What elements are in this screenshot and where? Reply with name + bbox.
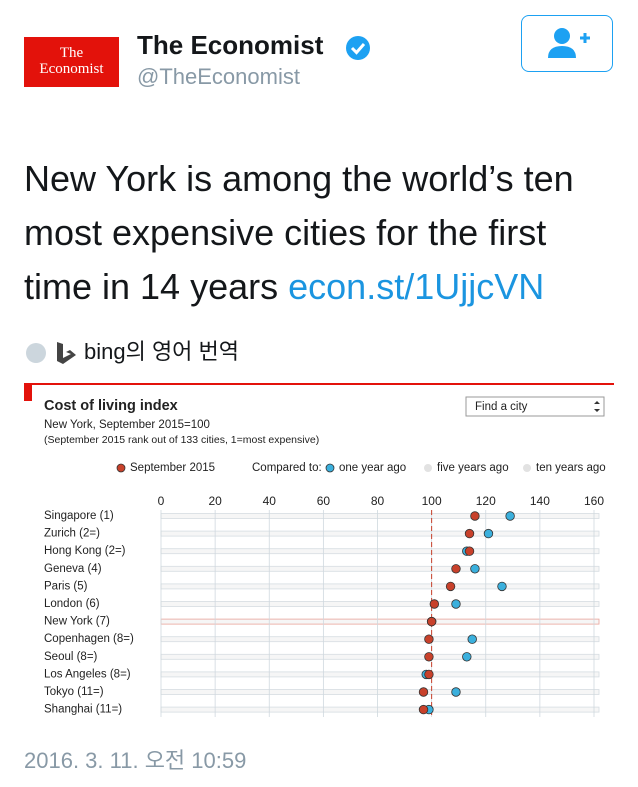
x-tick-label: 120 [476, 494, 496, 508]
dot [451, 564, 461, 574]
legend-label: one year ago [339, 462, 406, 474]
translation-text: bing의 영어 번역 [84, 339, 240, 364]
dot [451, 687, 461, 697]
chart: Cost of living index New York, September… [24, 383, 614, 717]
row-band [160, 636, 600, 643]
row-band [160, 653, 600, 660]
red-tab [24, 383, 32, 401]
dot [418, 687, 429, 697]
dot [451, 599, 461, 609]
x-tick-label: 140 [530, 494, 550, 508]
dot [467, 634, 477, 644]
legend-label: five years ago [437, 462, 509, 474]
dot [429, 599, 440, 609]
follow-button[interactable] [521, 15, 613, 72]
user-handle[interactable]: @TheEconomist [137, 64, 300, 89]
dot [445, 581, 456, 592]
y-tick-label: Singapore (1) [44, 510, 114, 522]
row-band [160, 530, 600, 537]
dot [497, 581, 507, 592]
x-tick-label: 160 [584, 494, 604, 508]
row-band [160, 513, 600, 519]
logo[interactable]: The Economist [24, 37, 119, 87]
x-tick-label: 60 [317, 494, 331, 508]
legend-marker-inactive [523, 464, 531, 472]
tweet-link[interactable]: econ.st/1UjjcVN [288, 266, 545, 307]
translation[interactable]: bing의 영어 번역 [24, 334, 239, 366]
dot [418, 704, 429, 715]
chart-note: (September 2015 rank out of 133 cities, … [44, 434, 319, 446]
y-tick-label: Seoul (8=) [44, 651, 98, 663]
dot [424, 634, 434, 644]
dropdown-arrows [594, 401, 600, 412]
dot [464, 528, 475, 539]
row-band [160, 671, 600, 678]
compared-to-label: Compared to: [252, 462, 322, 474]
x-tick-label: 80 [371, 494, 385, 508]
tweet-text: New York is among the world’s ten most e… [24, 152, 624, 314]
row-band [160, 689, 600, 695]
x-tick-label: 20 [208, 494, 222, 508]
legend-marker [325, 463, 335, 473]
city-search[interactable] [465, 396, 605, 417]
row-band [160, 583, 600, 590]
legend-marker-inactive [424, 464, 432, 472]
row-band [160, 601, 600, 607]
y-tick-label: Tokyo (11=) [44, 686, 104, 698]
y-tick-label: Hong Kong (2=) [44, 545, 126, 557]
dot [470, 564, 480, 574]
x-tick-label: 0 [158, 494, 165, 508]
x-tick-label: 100 [422, 494, 442, 508]
dot [462, 652, 472, 662]
row-band [160, 706, 600, 713]
user-name[interactable]: The Economist [137, 30, 324, 60]
chart-title: Cost of living index [44, 398, 178, 414]
verified-badge [346, 36, 370, 60]
y-tick-label: Shanghai (11=) [44, 704, 122, 716]
logo-text: The [59, 45, 84, 61]
dot [470, 511, 480, 521]
row-band [160, 618, 600, 625]
legend-label: ten years ago [536, 462, 606, 474]
legend-label: September 2015 [130, 462, 215, 474]
dot [483, 528, 494, 539]
legend-marker [116, 463, 126, 473]
x-tick-label: 40 [263, 494, 277, 508]
tweet-body: New York is among the world’s ten most e… [24, 158, 574, 307]
dot [424, 669, 434, 680]
logo-text: Economist [39, 61, 104, 77]
dot [426, 616, 437, 627]
chart-subtitle: New York, September 2015=100 [44, 419, 210, 431]
y-tick-label: Los Angeles (8=) [44, 668, 131, 680]
dot [464, 546, 475, 556]
y-tick-label: Copenhagen (8=) [44, 633, 134, 645]
y-tick-label: Geneva (4) [44, 563, 102, 575]
y-tick-label: Zurich (2=) [44, 528, 100, 540]
dot [505, 511, 515, 521]
y-tick-label: New York (7) [44, 616, 110, 628]
y-tick-label: Paris (5) [44, 580, 88, 592]
row-band [160, 565, 600, 572]
translate-icons [26, 342, 76, 365]
row-band [160, 548, 600, 555]
dot [424, 652, 434, 662]
search-placeholder: Find a city [475, 401, 528, 413]
timestamp: 2016. 3. 11. 오전 10:59 [24, 748, 247, 773]
y-tick-label: London (6) [44, 598, 100, 610]
follow-icon [548, 28, 590, 58]
